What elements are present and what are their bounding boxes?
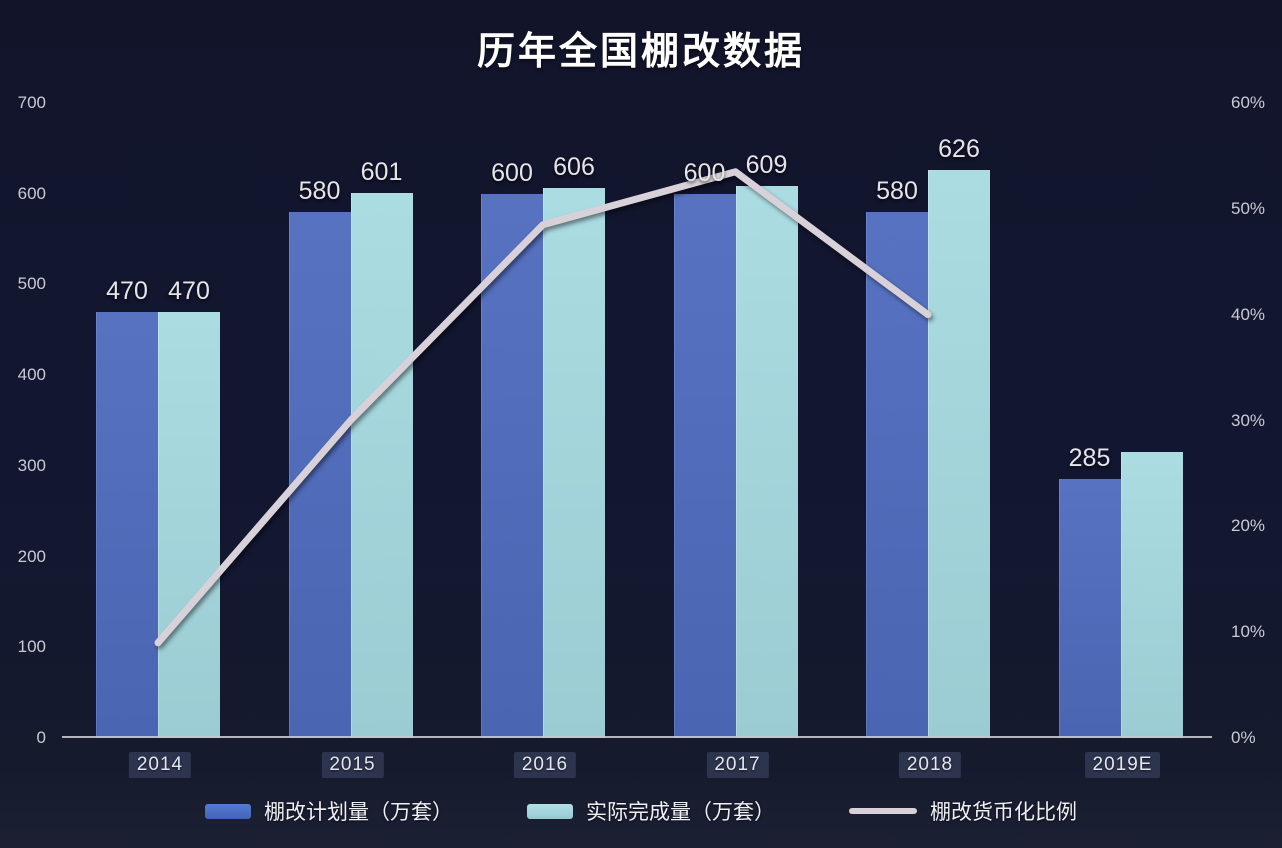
legend-item-planned: 棚改计划量（万套） bbox=[205, 796, 453, 826]
right-tick-30%: 30% bbox=[1231, 410, 1266, 430]
value-label-planned-2018: 580 bbox=[876, 176, 918, 205]
right-tick-20%: 20% bbox=[1231, 516, 1266, 536]
bar-planned-2014 bbox=[96, 311, 158, 738]
bar-actual-2019E bbox=[1120, 452, 1183, 738]
right-tick-40%: 40% bbox=[1231, 304, 1266, 324]
left-tick-0: 0 bbox=[36, 728, 46, 747]
value-label-planned-2014: 470 bbox=[106, 276, 148, 305]
value-label-actual-2015: 601 bbox=[360, 157, 403, 186]
legend-label-planned: 棚改计划量（万套） bbox=[264, 801, 453, 824]
value-label-planned-2015: 580 bbox=[298, 176, 341, 205]
left-tick-500: 500 bbox=[17, 274, 46, 294]
trend-series-swatch-icon bbox=[849, 808, 917, 814]
value-label-actual-2014: 470 bbox=[168, 276, 210, 305]
left-tick-100: 100 bbox=[17, 637, 46, 657]
right-tick-50%: 50% bbox=[1231, 198, 1266, 218]
year-label-2014: 2014 bbox=[128, 752, 192, 778]
value-label-planned-2016: 600 bbox=[491, 158, 533, 187]
left-tick-200: 200 bbox=[17, 546, 46, 566]
left-tick-400: 400 bbox=[17, 365, 46, 385]
planned-series-swatch-icon bbox=[205, 803, 251, 819]
bar-planned-2016 bbox=[481, 193, 543, 738]
legend-label-actual: 实际完成量（万套） bbox=[586, 801, 775, 824]
right-tick-60%: 60% bbox=[1231, 93, 1266, 112]
bar-planned-2015 bbox=[288, 211, 351, 738]
value-label-actual-2018: 626 bbox=[938, 135, 980, 164]
x-axis-line bbox=[62, 736, 1212, 738]
bar-actual-2017 bbox=[735, 185, 798, 738]
legend: 棚改计划量（万套） 实际完成量（万套） 棚改货币化比例 bbox=[0, 796, 1282, 826]
year-label-2016: 2016 bbox=[513, 752, 577, 778]
legend-item-actual: 实际完成量（万套） bbox=[527, 796, 775, 826]
value-label-planned-2017: 600 bbox=[683, 158, 726, 187]
bar-actual-2015 bbox=[350, 192, 413, 738]
year-label-2015: 2015 bbox=[321, 752, 384, 778]
actual-series-swatch-icon bbox=[527, 803, 573, 819]
left-tick-300: 300 bbox=[17, 455, 46, 475]
left-tick-700: 700 bbox=[17, 93, 46, 112]
bar-actual-2018 bbox=[928, 170, 990, 738]
bar-actual-2016 bbox=[543, 188, 605, 738]
bar-planned-2018 bbox=[866, 211, 928, 738]
bar-actual-2014 bbox=[158, 311, 220, 738]
left-tick-600: 600 bbox=[17, 183, 46, 203]
year-label-2019E: 2019E bbox=[1084, 752, 1161, 778]
right-tick-10%: 10% bbox=[1231, 622, 1266, 642]
value-label-actual-2017: 609 bbox=[745, 150, 788, 179]
right-tick-0%: 0% bbox=[1231, 728, 1256, 747]
bar-planned-2017 bbox=[673, 193, 736, 738]
legend-item-trend: 棚改货币化比例 bbox=[849, 796, 1077, 826]
value-label-planned-2019E: 285 bbox=[1068, 444, 1111, 473]
chart-title: 历年全国棚改数据 bbox=[476, 31, 805, 73]
year-label-2017: 2017 bbox=[706, 752, 769, 778]
bar-planned-2019E bbox=[1058, 479, 1121, 738]
value-label-actual-2016: 606 bbox=[553, 153, 595, 182]
legend-label-trend: 棚改货币化比例 bbox=[930, 801, 1077, 824]
year-label-2018: 2018 bbox=[898, 752, 962, 778]
